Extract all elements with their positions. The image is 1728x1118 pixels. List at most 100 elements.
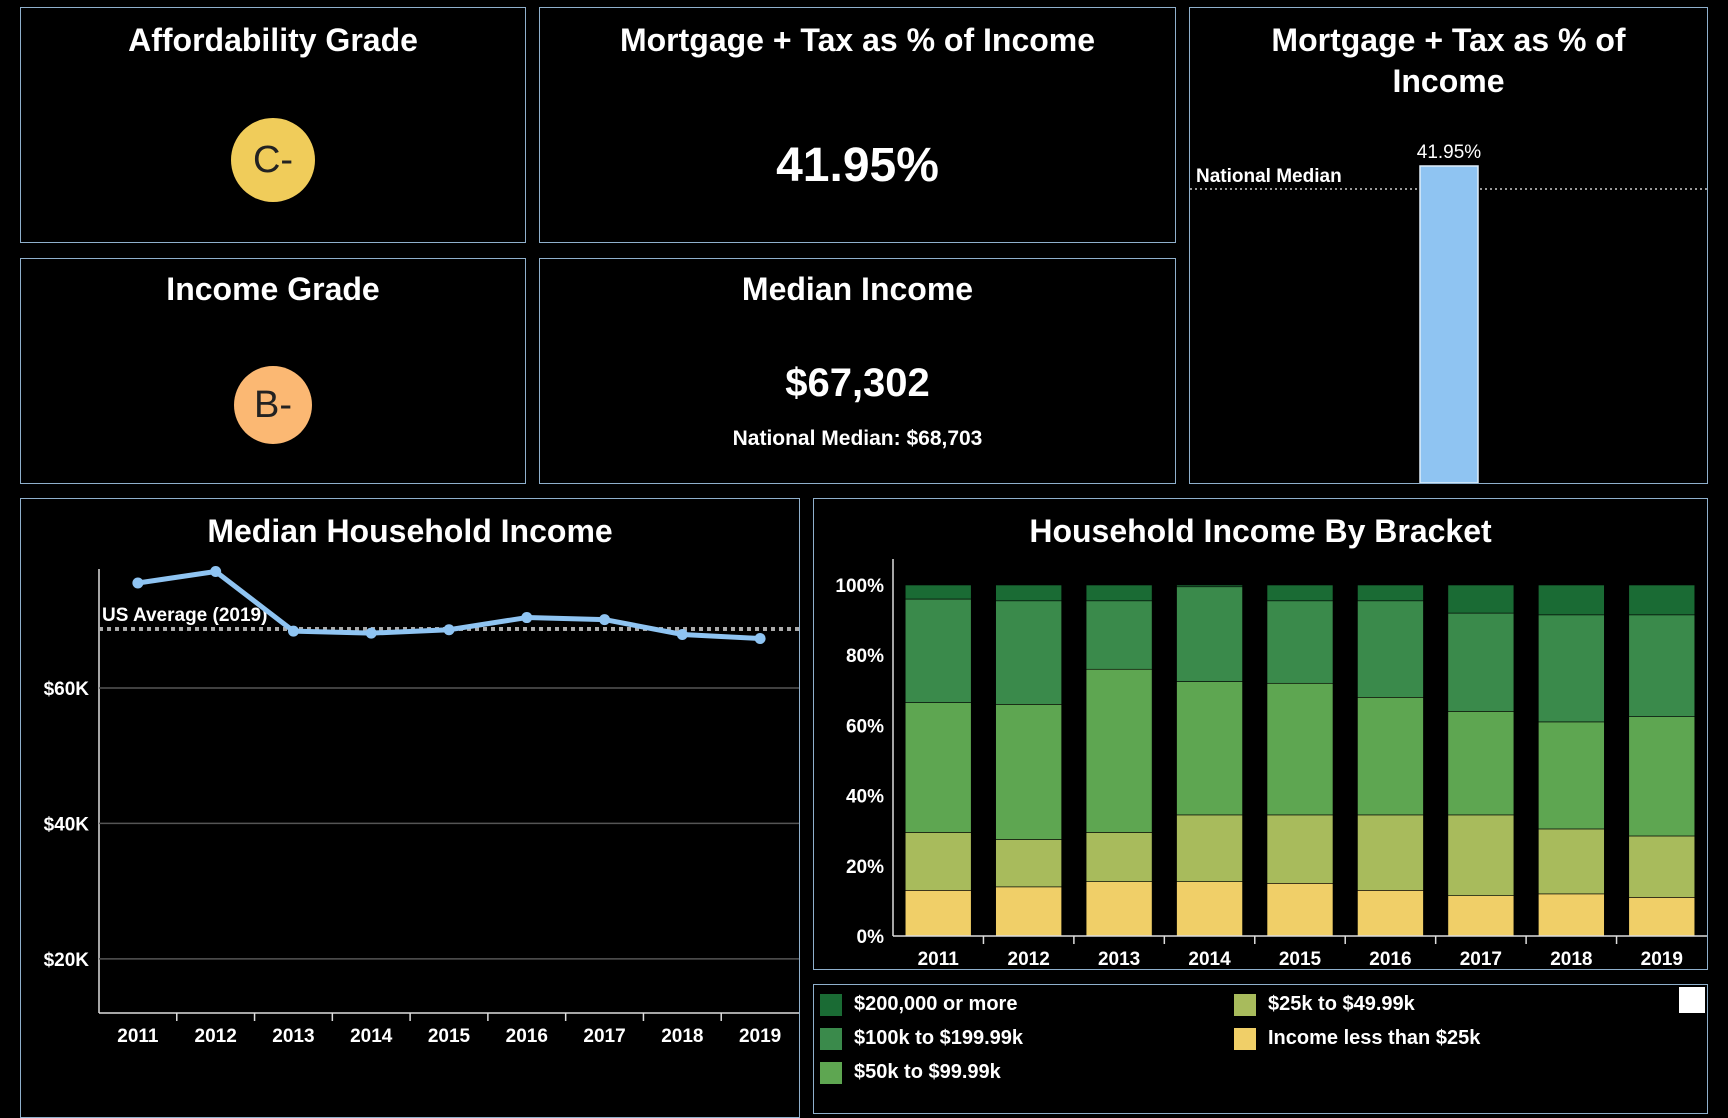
bracket-bar-segment [1538, 614, 1605, 723]
legend-label: $50k to $99.99k [854, 1061, 1001, 1083]
legend-swatch [1234, 993, 1256, 1016]
bracket-bar-segment [1176, 584, 1243, 588]
bracket-bar-segment [995, 886, 1062, 937]
bracket-bar-segment [1628, 614, 1696, 717]
x-tick-label: 2011 [117, 1026, 159, 1047]
us-average-label: US Average (2019) [102, 605, 267, 626]
income-grade-panel: Income Grade B- [20, 258, 526, 484]
affordability-grade-panel: Affordability Grade C- [20, 7, 526, 243]
bracket-bar-segment [1266, 600, 1334, 684]
mortgage-pct-value: 41.95% [776, 139, 939, 192]
legend-item-25k-50k[interactable]: $25k to $49.99k [1234, 993, 1415, 1016]
legend-item-50k-100k[interactable]: $50k to $99.99k [820, 1061, 1001, 1084]
income-point [365, 627, 377, 639]
bracket-bar-segment [1538, 721, 1605, 830]
bracket-bar-segment [1628, 835, 1696, 898]
income-point [599, 614, 611, 626]
legend-swatch [820, 1027, 842, 1050]
bracket-bar-segment [1266, 883, 1334, 937]
y-tick-label: 40% [846, 787, 884, 808]
bracket-bar-segment [1085, 881, 1153, 937]
x-tick-label: 2015 [428, 1026, 471, 1047]
x-tick-label: 2016 [1369, 949, 1411, 969]
bracket-bar-segment [904, 890, 972, 937]
legend-label: Income less than $25k [1268, 1027, 1481, 1049]
income-bracket-title: Household Income By Bracket [1029, 513, 1492, 549]
income-point [210, 566, 222, 578]
income-point [132, 577, 144, 589]
bracket-bar-segment [1628, 584, 1696, 616]
legend-scroll-box[interactable] [1679, 987, 1705, 1013]
x-tick-label: 2012 [195, 1026, 237, 1047]
x-tick-label: 2018 [1550, 949, 1592, 969]
income-bracket-chart: 0% 20% 40% 60% 80% 100% 2011 2012 2013 2014 2015 20… [835, 559, 1707, 969]
x-tick-label: 2019 [1641, 949, 1683, 969]
bracket-bar-segment [1447, 814, 1515, 896]
median-household-income-title: Median Household Income [207, 513, 613, 549]
y-tick-label: 0% [857, 927, 885, 948]
x-tick-label: 2014 [350, 1026, 393, 1047]
y-tick-label: 20% [846, 857, 884, 878]
bracket-bar-segment [1628, 716, 1696, 837]
mortgage-chart-title: Mortgage + Tax as % of Income [1271, 22, 1626, 99]
y-tick-label: $20K [44, 950, 90, 971]
legend-swatch [820, 1061, 842, 1084]
bracket-bar-segment [1538, 893, 1605, 937]
x-tick-label: 2017 [583, 1026, 625, 1047]
income-grade-badge: B- [234, 366, 312, 444]
bracket-bar-segment [1628, 897, 1696, 937]
affordability-grade-badge: C- [231, 118, 315, 202]
mortgage-pct-panel: Mortgage + Tax as % of Income 41.95% [539, 7, 1176, 243]
legend-label: $200,000 or more [854, 993, 1018, 1015]
income-bracket-legend: $200,000 or more $100k to $199.99k $50k … [813, 984, 1708, 1114]
legend-label: $25k to $49.99k [1268, 993, 1415, 1015]
bracket-bar-segment [1176, 881, 1243, 937]
y-tick-label: $60K [44, 679, 90, 700]
x-tick-label: 2014 [1188, 949, 1231, 969]
legend-swatch [820, 993, 842, 1016]
legend-label: $100k to $199.99k [854, 1027, 1024, 1049]
bracket-bar-segment [1447, 895, 1515, 937]
mortgage-pct-title: Mortgage + Tax as % of Income [619, 22, 1096, 58]
income-point [443, 624, 455, 636]
income-bracket-panel: Household Income By Bracket 0% 20% 40% 60% 8… [813, 498, 1708, 970]
bracket-bar-segment [1085, 832, 1153, 882]
median-household-income-chart: $20K $40K $60K 2011 2012 2013 2014 2015 2016 2017… [44, 566, 799, 1047]
mortgage-bar-chart: National Median 41.95% [1190, 142, 1707, 483]
bracket-bar-segment [1447, 612, 1515, 712]
bracket-bar-segment [1176, 681, 1243, 816]
national-median-label: National Median [1196, 166, 1342, 187]
x-tick-label: 2012 [1008, 949, 1050, 969]
median-income-value: $67,302 [785, 361, 930, 405]
income-point [754, 633, 766, 645]
legend-item-200k-plus[interactable]: $200,000 or more [820, 993, 1017, 1016]
bracket-bar-segment [995, 839, 1062, 888]
y-tick-label: 80% [846, 646, 884, 667]
mortgage-pct-chart-panel: Mortgage + Tax as % of Income National M… [1189, 7, 1708, 484]
median-household-income-panel: Median Household Income $20K $40K $60K 2011… [20, 498, 800, 1118]
bracket-bar-segment [1085, 600, 1153, 670]
income-grade-title: Income Grade [166, 271, 380, 307]
bracket-bar-segment [1357, 814, 1424, 891]
bracket-bar-segment [904, 598, 972, 703]
bracket-bar-segment [1357, 890, 1424, 937]
y-tick-label: 100% [835, 576, 884, 597]
mortgage-bar [1419, 165, 1479, 483]
bracket-bar-segment [1447, 711, 1515, 816]
median-income-title: Median Income [741, 271, 974, 307]
x-tick-label: 2013 [1098, 949, 1140, 969]
bracket-bar-segment [1085, 584, 1153, 602]
x-tick-label: 2017 [1460, 949, 1502, 969]
bracket-bar-segment [995, 584, 1062, 602]
x-tick-label: 2019 [739, 1026, 781, 1047]
income-point [676, 628, 688, 640]
bracket-bar-segment [1538, 828, 1605, 895]
legend-item-under-25k[interactable]: Income less than $25k [1234, 1027, 1480, 1050]
bracket-bar-segment [1538, 584, 1605, 616]
legend-swatch [1234, 1027, 1256, 1050]
legend-item-100k-200k[interactable]: $100k to $199.99k [820, 1027, 1023, 1050]
bracket-bar-segment [1085, 668, 1153, 833]
bracket-bar-segment [904, 832, 972, 891]
national-median-note: National Median: $68,703 [732, 427, 983, 450]
bracket-bar-segment [1357, 697, 1424, 816]
